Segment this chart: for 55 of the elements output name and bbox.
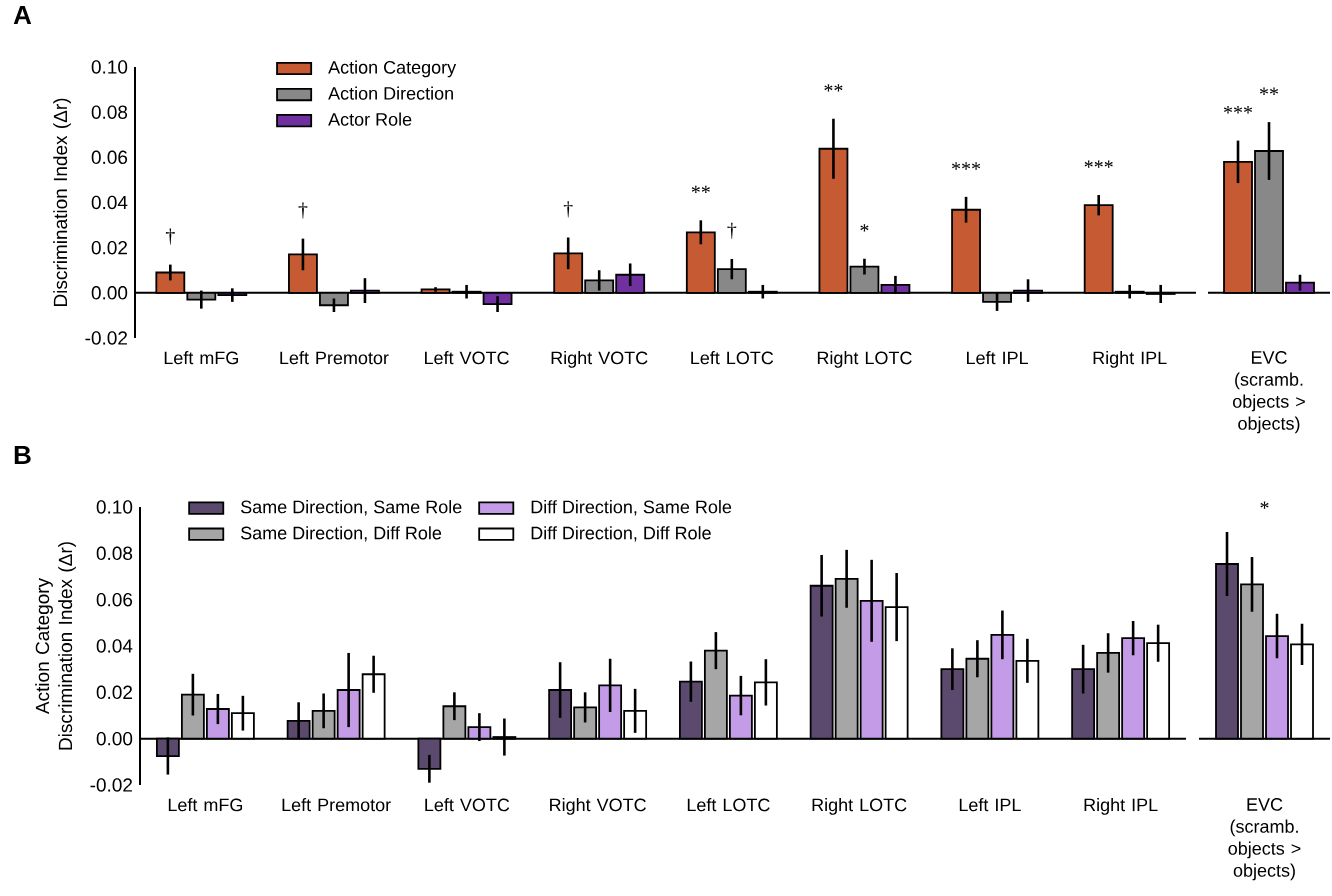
y-tick-label: -0.02	[85, 331, 127, 345]
legend-label: Actor Role	[328, 112, 412, 126]
x-tick-label: Right LOTC	[812, 798, 907, 815]
y-axis-title: Discrimination Index (Δr)	[53, 98, 71, 306]
y-tick-label: 0.10	[96, 500, 133, 514]
y-tick-label: 0.10	[91, 60, 128, 74]
y-tick-label: 0.00	[96, 731, 133, 746]
x-tick-label: Left VOTC	[425, 351, 509, 365]
annotation: *	[1260, 501, 1269, 509]
x-tick-label: Right VOTC	[550, 798, 646, 815]
y-tick-label: 0.08	[96, 546, 133, 561]
legend-label: Same Direction, Same Role	[241, 500, 462, 516]
annotation: †	[298, 202, 308, 219]
x-tick-label: Left mFG	[164, 351, 238, 365]
y-tick-label: 0.02	[96, 685, 132, 700]
annotation: †	[727, 222, 737, 240]
annotation: **	[824, 84, 843, 92]
x-tick-label: Left Premotor	[282, 798, 391, 812]
x-tick-label: Left IPL	[959, 798, 1021, 812]
annotation: *	[860, 224, 869, 232]
x-tick-label: Right VOTC	[551, 351, 648, 368]
legend-label: Diff Direction, Same Role	[531, 500, 732, 516]
legend-label: Same Direction, Diff Role	[241, 526, 442, 542]
annotation: **	[1259, 87, 1279, 95]
y-tick-label: 0.06	[96, 592, 133, 607]
x-tick-label: Left Premotor	[280, 351, 389, 365]
x-tick-label: Left mFG	[168, 798, 243, 812]
x-tick-label: Left IPL	[967, 351, 1028, 365]
annotation: †	[563, 201, 573, 218]
annotation: ***	[1084, 160, 1113, 168]
y-tick-label: 0.08	[91, 105, 128, 119]
annotation: **	[691, 185, 710, 194]
y-tick-label: 0.04	[96, 639, 133, 653]
x-tick-label: Right LOTC	[817, 351, 912, 368]
x-tick-label: Left VOTC	[425, 798, 510, 812]
annotation: ***	[1223, 106, 1253, 114]
legend-label: Diff Direction, Diff Role	[531, 526, 711, 542]
annotation: ***	[952, 162, 981, 170]
y-tick-label: 0.02	[91, 240, 127, 255]
y-tick-label: 0.04	[91, 195, 128, 210]
y-tick-label: -0.02	[90, 778, 132, 792]
y-tick-label: 0.00	[91, 286, 128, 300]
x-tick-label: Right IPL	[1084, 798, 1158, 815]
legend-label: Action Direction	[328, 86, 453, 100]
x-tick-label: EVC (scramb. objects > objects)	[1228, 798, 1301, 881]
y-tick-label: 0.06	[91, 150, 128, 165]
x-tick-label: EVC (scramb. objects > objects)	[1232, 351, 1305, 434]
x-tick-label: Left LOTC	[687, 798, 770, 812]
legend-label: Action Category	[328, 60, 457, 78]
chart-title: A	[13, 6, 32, 24]
annotation: †	[165, 228, 175, 245]
x-tick-label: Left LOTC	[691, 351, 774, 365]
y-axis-title: Action Category Discrimination Index (Δr)	[35, 542, 76, 750]
chart-title: B	[14, 446, 31, 464]
x-tick-label: Right IPL	[1093, 351, 1167, 368]
